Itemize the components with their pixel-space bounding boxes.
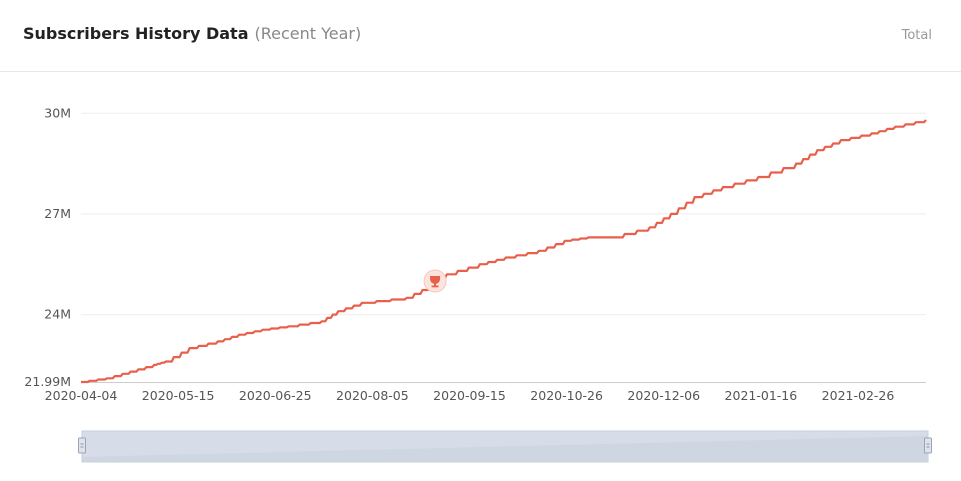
x-tick-label: 2020-04-04 <box>45 388 118 403</box>
subscribers-series-line <box>81 119 927 384</box>
y-tick-label: 27M <box>44 206 71 221</box>
y-tick-label: 21.99M <box>24 374 71 389</box>
x-tick-label: 2021-02-26 <box>822 388 895 403</box>
x-tick-label: 2020-10-26 <box>530 388 603 403</box>
chart-title: Subscribers History Data (Recent Year) <box>23 24 361 43</box>
navigator-series-preview <box>82 436 928 462</box>
trophy-icon <box>430 276 441 285</box>
navigator-left-handle[interactable] <box>78 437 86 454</box>
x-tick-label: 2020-08-05 <box>336 388 409 403</box>
x-tick-label: 2020-05-15 <box>142 388 215 403</box>
x-tick-label: 2021-01-16 <box>725 388 798 403</box>
total-toggle-button[interactable]: Total <box>901 28 932 43</box>
trophy-icon-stem <box>434 283 437 287</box>
trophy-icon-base <box>431 285 439 288</box>
chart-header: Subscribers History Data (Recent Year) To… <box>0 0 961 72</box>
x-tick-label: 2020-12-06 <box>627 388 700 403</box>
y-tick-label: 30M <box>44 105 71 120</box>
chart-title-text: Subscribers History Data <box>23 24 249 43</box>
y-tick-label: 24M <box>44 307 71 322</box>
navigator-right-handle[interactable] <box>924 437 932 454</box>
x-tick-label: 2020-09-15 <box>433 388 506 403</box>
x-tick-label: 2020-06-25 <box>239 388 312 403</box>
chart-subtitle: (Recent Year) <box>254 24 362 43</box>
